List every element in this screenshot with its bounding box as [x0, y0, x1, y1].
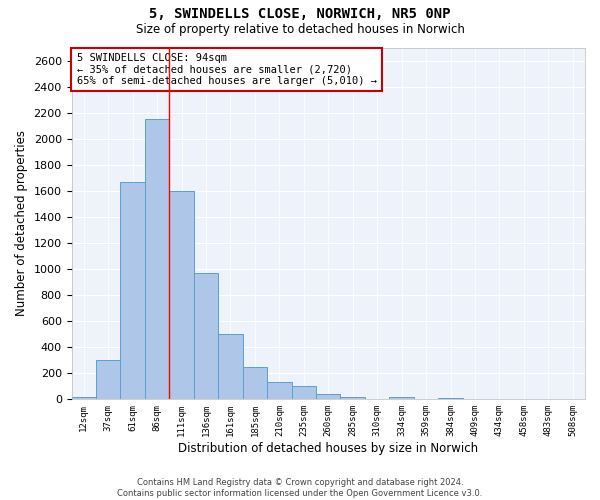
Bar	[267, 382, 292, 400]
Text: 5, SWINDELLS CLOSE, NORWICH, NR5 0NP: 5, SWINDELLS CLOSE, NORWICH, NR5 0NP	[149, 8, 451, 22]
Bar	[145, 119, 169, 400]
Bar	[316, 394, 340, 400]
Y-axis label: Number of detached properties: Number of detached properties	[15, 130, 28, 316]
Bar	[218, 334, 242, 400]
Bar	[463, 398, 487, 400]
Bar	[121, 182, 145, 400]
Bar	[389, 396, 414, 400]
Bar	[365, 398, 389, 400]
Text: 5 SWINDELLS CLOSE: 94sqm
← 35% of detached houses are smaller (2,720)
65% of sem: 5 SWINDELLS CLOSE: 94sqm ← 35% of detach…	[77, 53, 377, 86]
Text: Contains HM Land Registry data © Crown copyright and database right 2024.
Contai: Contains HM Land Registry data © Crown c…	[118, 478, 482, 498]
Bar	[169, 191, 194, 400]
Bar	[340, 398, 365, 400]
Bar	[512, 398, 536, 400]
Bar	[438, 398, 463, 400]
X-axis label: Distribution of detached houses by size in Norwich: Distribution of detached houses by size …	[178, 442, 478, 455]
Bar	[71, 396, 96, 400]
Bar	[414, 398, 438, 400]
Bar	[194, 273, 218, 400]
Bar	[96, 360, 121, 400]
Bar	[292, 386, 316, 400]
Bar	[242, 367, 267, 400]
Bar	[560, 398, 585, 400]
Text: Size of property relative to detached houses in Norwich: Size of property relative to detached ho…	[136, 22, 464, 36]
